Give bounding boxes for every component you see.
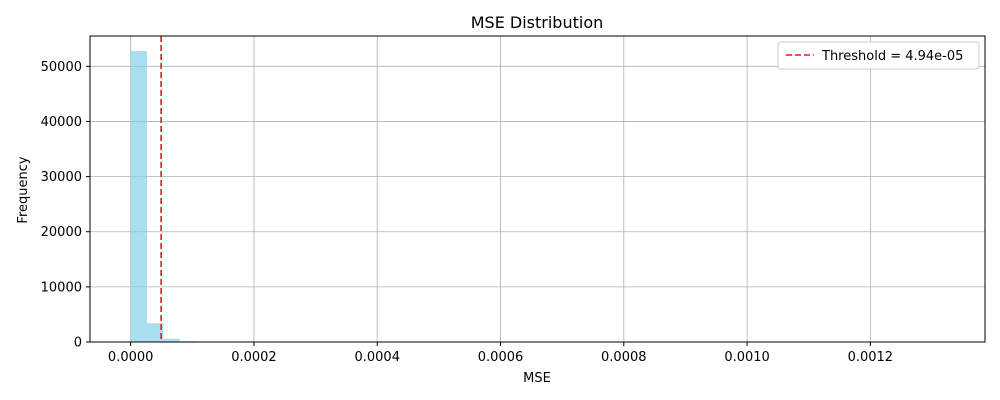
legend-box [777, 41, 980, 70]
y-tick-label: 10000 [41, 280, 82, 295]
y-tick-label: 40000 [41, 115, 82, 130]
x-axis-label: MSE [523, 371, 551, 386]
histogram-bar [146, 323, 164, 342]
legend: Threshold = 4.94e-05 [777, 41, 980, 70]
x-tick-label: 0.0000 [108, 350, 154, 365]
histogram-bars [130, 50, 229, 343]
grid [90, 36, 985, 343]
x-tick-label: 0.0008 [601, 350, 647, 365]
x-tick-label: 0.0002 [231, 350, 277, 365]
y-axis-label: Frequency [16, 156, 31, 223]
legend-threshold-label: Threshold = 4.94e-05 [821, 49, 963, 64]
y-axis-ticks: 0 10000 20000 30000 40000 50000 [41, 60, 90, 351]
y-tick-label: 30000 [41, 170, 82, 185]
y-tick-label: 20000 [41, 225, 82, 240]
chart-title: MSE Distribution [471, 13, 604, 32]
plot-frame [89, 35, 986, 343]
x-tick-label: 0.0010 [724, 350, 770, 365]
x-tick-label: 0.0004 [354, 350, 400, 365]
y-tick-label: 50000 [41, 60, 82, 75]
y-tick-label: 0 [74, 336, 82, 351]
histogram-bar [130, 50, 147, 343]
x-tick-label: 0.0006 [478, 350, 524, 365]
histogram-bar [163, 338, 180, 342]
x-axis-ticks: 0.0000 0.0002 0.0004 0.0006 0.0008 0.0010 0.00… [108, 342, 893, 365]
x-tick-label: 0.0012 [848, 350, 894, 365]
